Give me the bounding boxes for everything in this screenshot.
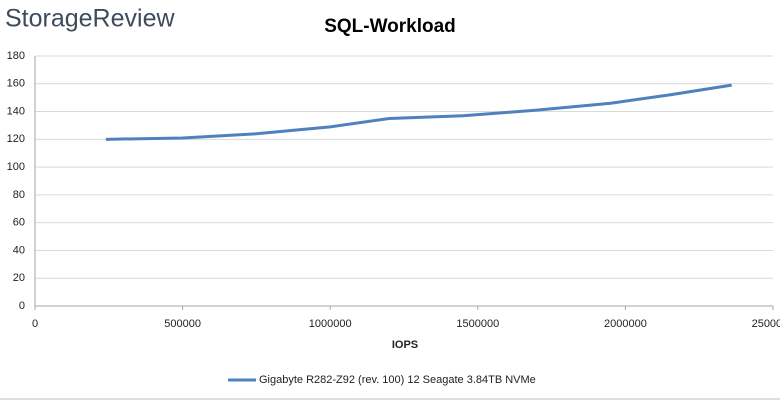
y-tick-label: 80 [13,189,25,201]
y-tick-label: 40 [13,244,25,256]
brand-logo: StorageReview [5,5,175,33]
series-line [105,83,732,141]
y-tick-label: 140 [7,105,25,117]
legend-label: Gigabyte R282-Z92 (rev. 100) 12 Seagate … [259,374,536,386]
y-tick-label: 100 [7,161,25,173]
y-tick-label: 0 [19,300,25,312]
y-tick-label: 60 [13,217,25,229]
chart-title: SQL-Workload [324,16,456,37]
y-tick-label: 120 [7,133,25,145]
y-tick-label: 180 [7,50,25,62]
x-tick-label: 500000 [164,318,201,330]
y-tick-label: 20 [13,272,25,284]
x-tick-label: 2500000 [752,318,780,330]
x-tick-label: 2000000 [604,318,647,330]
x-tick-label: 1500000 [456,318,499,330]
x-axis-label: IOPS [392,339,418,351]
x-tick-label: 1000000 [309,318,352,330]
x-tick-label: 0 [32,318,38,330]
y-tick-label: 160 [7,78,25,90]
